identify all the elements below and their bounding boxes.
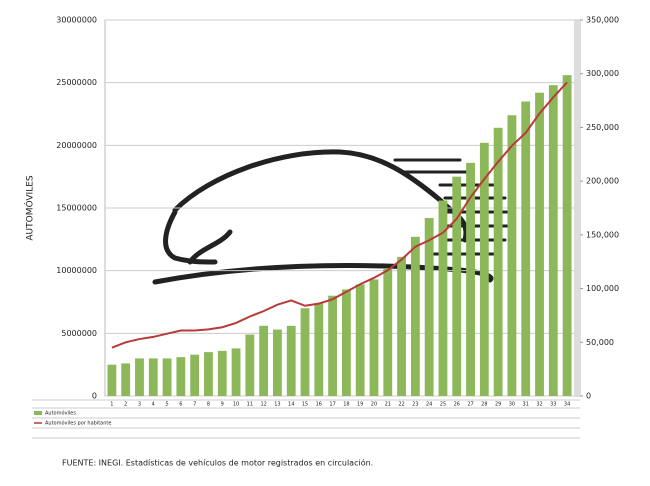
- plot-edge: [574, 20, 580, 396]
- x-tick-label: 17: [329, 402, 335, 408]
- y-tick-label: 5000000: [61, 329, 97, 338]
- legend-label: Automóviles por habitante: [45, 420, 111, 427]
- source-note: FUENTE: INEGI. Estadísticas de vehículos…: [62, 458, 373, 468]
- x-tick-label: 12: [260, 402, 266, 408]
- bar: [369, 279, 379, 396]
- bar: [107, 364, 117, 396]
- x-tick-label: 9: [221, 402, 224, 408]
- y2-tick-label: 250,000: [586, 123, 619, 132]
- x-tick-label: 18: [343, 402, 349, 408]
- x-tick-label: 31: [523, 402, 529, 408]
- bar: [176, 357, 186, 396]
- bar: [521, 101, 531, 396]
- y2-tick-label: 100,000: [586, 284, 619, 293]
- bar: [466, 162, 475, 396]
- y2-tick-label: 50,000: [586, 338, 614, 347]
- bar: [190, 354, 200, 396]
- x-tick-label: 11: [247, 402, 253, 408]
- y-tick-label: 25000000: [56, 78, 97, 87]
- bar: [355, 284, 365, 396]
- y-axis-title: AUTOMÓVILES: [24, 175, 36, 241]
- x-tick-label: 6: [179, 402, 182, 408]
- y-tick-label: 10000000: [56, 266, 97, 275]
- x-tick-label: 19: [357, 402, 363, 408]
- x-tick-label: 27: [467, 402, 473, 408]
- legend-label: Automóviles: [45, 410, 76, 417]
- bar: [121, 363, 131, 396]
- bar: [535, 92, 544, 397]
- y2-tick-label: 300,000: [586, 69, 619, 78]
- bar: [135, 358, 144, 396]
- x-tick-label: 10: [233, 402, 239, 408]
- x-tick-label: 29: [495, 402, 501, 408]
- bar: [231, 348, 241, 396]
- x-tick-label: 2: [124, 402, 127, 408]
- bar: [259, 325, 269, 396]
- bar: [148, 358, 158, 396]
- x-tick-label: 7: [193, 402, 196, 408]
- bar: [438, 200, 448, 396]
- x-tick-label: 20: [371, 402, 377, 408]
- bar: [314, 303, 324, 396]
- x-tick-label: 33: [550, 402, 556, 408]
- y2-tick-label: 0: [586, 392, 591, 401]
- bar: [507, 115, 517, 397]
- bar: [245, 334, 255, 396]
- bar: [452, 176, 462, 396]
- bar: [341, 289, 351, 396]
- x-tick-label: 3: [138, 402, 141, 408]
- x-tick-label: 32: [536, 402, 542, 408]
- x-tick-label: 14: [288, 402, 294, 408]
- x-tick-label: 25: [440, 402, 446, 408]
- x-tick-label: 16: [316, 402, 322, 408]
- x-tick-label: 8: [207, 402, 210, 408]
- x-tick-label: 4: [152, 402, 155, 408]
- x-tick-label: 30: [509, 402, 515, 408]
- bar: [548, 85, 558, 396]
- bar: [286, 325, 296, 396]
- legend-swatch: [34, 411, 42, 415]
- x-tick-label: 15: [302, 402, 308, 408]
- y-tick-label: 20000000: [56, 141, 97, 150]
- bar: [273, 329, 282, 396]
- x-tick-label: 28: [481, 402, 487, 408]
- bar: [562, 75, 572, 396]
- y2-tick-label: 200,000: [586, 177, 619, 186]
- line: [111, 81, 568, 349]
- x-tick-label: 24: [426, 402, 432, 408]
- bar: [328, 295, 338, 396]
- x-tick-label: 13: [274, 402, 280, 408]
- bar: [383, 268, 393, 396]
- bar: [217, 350, 227, 396]
- bar: [424, 218, 434, 396]
- x-tick-label: 5: [165, 402, 168, 408]
- x-tick-label: 34: [564, 402, 570, 408]
- bar: [300, 308, 310, 396]
- bar: [397, 256, 406, 396]
- x-tick-label: 21: [385, 402, 391, 408]
- bar: [204, 352, 213, 396]
- bar: [493, 127, 503, 396]
- bar: [410, 236, 420, 396]
- x-tick-label: 1: [110, 402, 113, 408]
- x-tick-label: 26: [454, 402, 460, 408]
- y-tick-label: 30000000: [56, 16, 97, 25]
- y-tick-label: 0: [92, 392, 97, 401]
- x-tick-label: 23: [412, 402, 418, 408]
- y2-tick-label: 150,000: [586, 230, 619, 239]
- bar: [162, 358, 172, 396]
- y-tick-label: 15000000: [56, 204, 97, 213]
- y2-tick-label: 350,000: [586, 16, 619, 25]
- bar: [479, 142, 489, 396]
- x-tick-label: 22: [398, 402, 404, 408]
